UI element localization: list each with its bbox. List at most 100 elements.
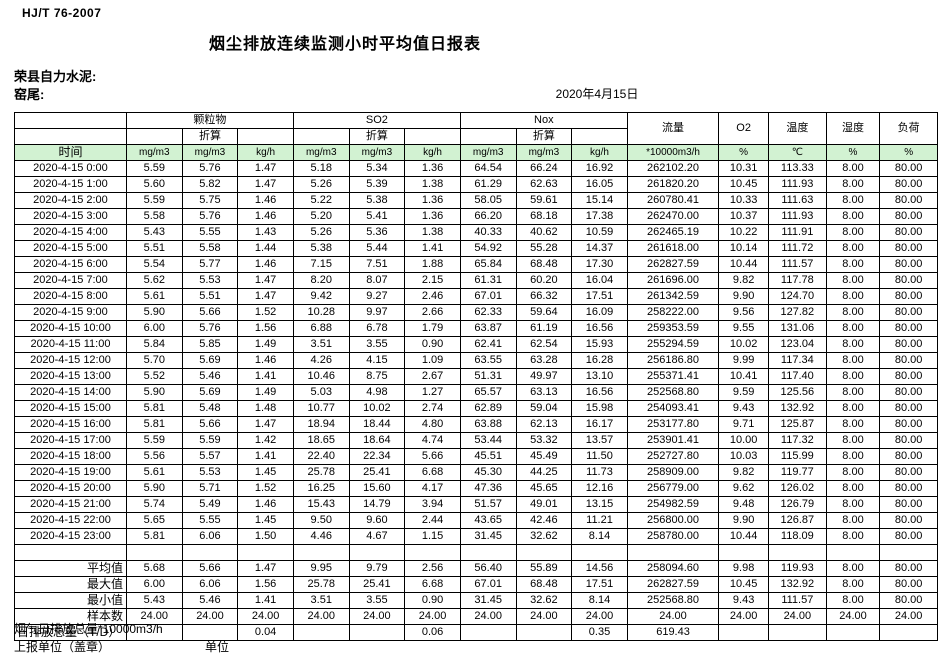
cell-humidity: 8.00 bbox=[825, 352, 881, 369]
header-unit-flow: *10000m3/h bbox=[626, 144, 720, 161]
summary-cell-so2-mgm3: 24.00 bbox=[292, 608, 350, 625]
cell-humidity: 8.00 bbox=[825, 416, 881, 433]
cell-pm-converted: 5.55 bbox=[181, 224, 239, 241]
cell-pm-kgh: 1.46 bbox=[237, 208, 294, 225]
cell-nox-kgh: 11.73 bbox=[571, 464, 628, 481]
cell-so2-converted: 8.75 bbox=[348, 368, 406, 385]
header-unit-so2-kgh: kg/h bbox=[404, 144, 461, 161]
cell-so2-converted: 3.55 bbox=[348, 336, 406, 353]
cell-o2: 9.62 bbox=[718, 480, 769, 497]
cell-load: 80.00 bbox=[879, 432, 938, 449]
cell-humidity: 8.00 bbox=[825, 272, 881, 289]
cell-nox-converted: 55.28 bbox=[515, 240, 573, 257]
cell-pm-converted: 5.49 bbox=[181, 496, 239, 513]
cell-nox-converted: 61.19 bbox=[515, 320, 573, 337]
cell-o2: 10.33 bbox=[718, 192, 769, 209]
cell-temperature: 124.70 bbox=[767, 288, 827, 305]
spacer-cell bbox=[292, 544, 350, 561]
cell-pm-converted: 5.55 bbox=[181, 512, 239, 529]
summary-cell-temperature: 119.93 bbox=[767, 560, 827, 577]
summary-cell-humidity: 8.00 bbox=[825, 576, 881, 593]
cell-so2-kgh: 1.38 bbox=[404, 224, 461, 241]
cell-flow: 262827.59 bbox=[626, 256, 720, 273]
cell-temperature: 126.87 bbox=[767, 512, 827, 529]
cell-load: 80.00 bbox=[879, 496, 938, 513]
cell-humidity: 8.00 bbox=[825, 208, 881, 225]
summary-cell-pm-kgh: 1.47 bbox=[237, 560, 294, 577]
header-unit-temperature: ℃ bbox=[767, 144, 827, 161]
cell-nox-mgm3: 45.51 bbox=[459, 448, 517, 465]
cell-pm-converted: 5.85 bbox=[181, 336, 239, 353]
cell-so2-converted: 5.34 bbox=[348, 160, 406, 177]
cell-temperature: 118.09 bbox=[767, 528, 827, 545]
daily-total-cell-nox-mgm3 bbox=[459, 624, 517, 641]
header-unit-pm-mgm3: mg/m3 bbox=[125, 144, 183, 161]
cell-nox-converted: 63.13 bbox=[515, 384, 573, 401]
summary-cell-so2-mgm3: 9.95 bbox=[292, 560, 350, 577]
cell-pm-kgh: 1.43 bbox=[237, 224, 294, 241]
cell-pm-kgh: 1.56 bbox=[237, 320, 294, 337]
summary-cell-pm-kgh: 24.00 bbox=[237, 608, 294, 625]
cell-nox-kgh: 16.04 bbox=[571, 272, 628, 289]
cell-nox-kgh: 13.57 bbox=[571, 432, 628, 449]
spacer-cell bbox=[181, 544, 239, 561]
cell-pm-mgm3: 5.74 bbox=[125, 496, 183, 513]
hourly-rows-body: 2020-4-15 0:00 5.59 5.76 1.47 5.18 5.34 1.36 64… bbox=[14, 160, 938, 545]
cell-pm-converted: 5.58 bbox=[181, 240, 239, 257]
cell-nox-converted: 59.61 bbox=[515, 192, 573, 209]
cell-nox-kgh: 15.93 bbox=[571, 336, 628, 353]
cell-flow: 256800.00 bbox=[626, 512, 720, 529]
cell-nox-kgh: 14.37 bbox=[571, 240, 628, 257]
header-sub-row: 折算 折算 折算 bbox=[14, 128, 938, 145]
cell-nox-kgh: 10.59 bbox=[571, 224, 628, 241]
cell-nox-mgm3: 63.87 bbox=[459, 320, 517, 337]
cell-pm-mgm3: 5.61 bbox=[125, 464, 183, 481]
cell-o2: 10.03 bbox=[718, 448, 769, 465]
cell-so2-mgm3: 6.88 bbox=[292, 320, 350, 337]
header-group-pm: 颗粒物 bbox=[125, 112, 294, 129]
cell-nox-mgm3: 63.55 bbox=[459, 352, 517, 369]
cell-load: 80.00 bbox=[879, 176, 938, 193]
cell-nox-converted: 59.04 bbox=[515, 400, 573, 417]
cell-so2-converted: 4.67 bbox=[348, 528, 406, 545]
cell-so2-mgm3: 15.43 bbox=[292, 496, 350, 513]
spacer-cell bbox=[879, 544, 938, 561]
cell-pm-converted: 5.71 bbox=[181, 480, 239, 497]
cell-nox-kgh: 17.38 bbox=[571, 208, 628, 225]
cell-o2: 9.48 bbox=[718, 496, 769, 513]
table-row: 2020-4-15 0:00 5.59 5.76 1.47 5.18 5.34 1.36 64… bbox=[14, 160, 938, 177]
summary-cell-pm-converted: 6.06 bbox=[181, 576, 239, 593]
cell-humidity: 8.00 bbox=[825, 192, 881, 209]
cell-nox-mgm3: 64.54 bbox=[459, 160, 517, 177]
summary-cell-pm-mgm3: 6.00 bbox=[125, 576, 183, 593]
summary-row: 平均值 5.68 5.66 1.47 9.95 9.79 2.56 56.40 55.89 14.… bbox=[14, 560, 938, 577]
summary-cell-flow: 24.00 bbox=[626, 608, 720, 625]
spacer-cell bbox=[348, 544, 406, 561]
cell-nox-kgh: 16.56 bbox=[571, 384, 628, 401]
cell-so2-kgh: 6.68 bbox=[404, 464, 461, 481]
summary-label: 最小值 bbox=[14, 592, 127, 609]
cell-nox-converted: 53.32 bbox=[515, 432, 573, 449]
cell-pm-mgm3: 5.51 bbox=[125, 240, 183, 257]
cell-flow: 252568.80 bbox=[626, 384, 720, 401]
cell-so2-mgm3: 18.65 bbox=[292, 432, 350, 449]
header-unit-row: 时间 mg/m3 mg/m3 kg/h mg/m3 mg/m3 kg/h mg/… bbox=[14, 144, 938, 161]
cell-so2-kgh: 1.27 bbox=[404, 384, 461, 401]
header-group-so2: SO2 bbox=[292, 112, 461, 129]
cell-nox-kgh: 16.92 bbox=[571, 160, 628, 177]
summary-cell-so2-kgh: 0.90 bbox=[404, 592, 461, 609]
cell-flow: 258780.00 bbox=[626, 528, 720, 545]
cell-time: 2020-4-15 20:00 bbox=[14, 480, 127, 497]
cell-so2-mgm3: 25.78 bbox=[292, 464, 350, 481]
cell-flow: 253177.80 bbox=[626, 416, 720, 433]
cell-so2-mgm3: 5.18 bbox=[292, 160, 350, 177]
summary-cell-pm-converted: 5.46 bbox=[181, 592, 239, 609]
cell-so2-converted: 10.02 bbox=[348, 400, 406, 417]
summary-cell-nox-mgm3: 31.45 bbox=[459, 592, 517, 609]
cell-so2-mgm3: 5.26 bbox=[292, 224, 350, 241]
cell-humidity: 8.00 bbox=[825, 480, 881, 497]
header-sub-blank bbox=[14, 128, 127, 145]
summary-cell-so2-converted: 24.00 bbox=[348, 608, 406, 625]
cell-pm-converted: 5.69 bbox=[181, 384, 239, 401]
cell-o2: 9.59 bbox=[718, 384, 769, 401]
